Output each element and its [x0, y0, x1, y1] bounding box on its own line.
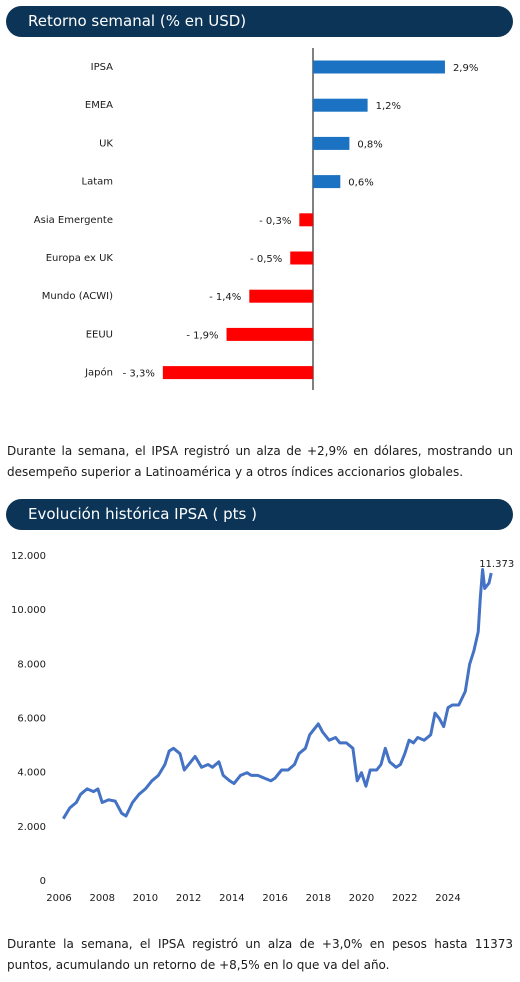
y-tick-label: 6.000: [17, 714, 46, 725]
value-label: 2,9%: [453, 63, 478, 74]
bar: [162, 366, 313, 380]
x-tick-label: 2016: [262, 893, 287, 904]
category-label: UK: [99, 138, 113, 149]
x-tick-label: 2022: [392, 893, 417, 904]
bar: [313, 175, 341, 189]
section-header: Evolución histórica IPSA ( pts ): [6, 499, 513, 530]
series-line: [62, 568, 493, 820]
x-tick-label: 2012: [176, 893, 201, 904]
y-tick-label: 10.000: [11, 605, 46, 616]
value-label: - 1,9%: [186, 330, 218, 341]
category-label: IPSA: [91, 62, 114, 73]
category-label: Latam: [82, 177, 114, 188]
y-tick-label: 2.000: [17, 822, 46, 833]
bar: [226, 327, 313, 341]
section-header: Retorno semanal (% en USD): [6, 6, 513, 37]
y-tick-label: 8.000: [17, 659, 46, 670]
x-tick-label: 2018: [306, 893, 331, 904]
bar: [249, 289, 313, 303]
value-label: - 0,3%: [259, 216, 291, 227]
y-tick-label: 0: [40, 876, 46, 887]
x-tick-label: 2010: [133, 893, 158, 904]
value-label: - 3,3%: [123, 369, 155, 380]
category-label: Japón: [84, 367, 113, 379]
x-tick-label: 2006: [46, 893, 71, 904]
value-label: 1,2%: [376, 101, 401, 112]
value-label: 0,8%: [357, 139, 382, 150]
value-label: - 0,5%: [250, 254, 282, 265]
bar: [313, 60, 445, 74]
bar: [313, 98, 368, 112]
category-label: EMEA: [85, 100, 113, 111]
x-tick-label: 2020: [349, 893, 374, 904]
bar: [290, 251, 313, 265]
commentary: Durante la semana, el IPSA registró un a…: [7, 444, 513, 479]
value-label: - 1,4%: [209, 292, 241, 303]
x-tick-label: 2014: [219, 893, 244, 904]
value-label: 0,6%: [348, 178, 373, 189]
annotation: 11.373: [479, 559, 514, 570]
y-tick-label: 12.000: [11, 551, 46, 562]
x-tick-label: 2008: [89, 893, 114, 904]
category-label: Mundo (ACWI): [42, 291, 113, 302]
category-label: Europa ex UK: [46, 253, 114, 264]
commentary: Durante la semana, el IPSA registró un a…: [7, 937, 513, 972]
bar-chart: IPSA 2,9% EMEA 1,2% UK 0,8% Latam 0,6% Asia Emer…: [34, 48, 478, 390]
x-tick-label: 2024: [435, 893, 460, 904]
y-tick-label: 4.000: [17, 768, 46, 779]
category-label: EEUU: [86, 329, 113, 340]
line-chart: 0 2.000 4.000 6.000 8.000 10.000 12.000 2006 200…: [11, 551, 514, 904]
bar: [299, 213, 313, 227]
category-label: Asia Emergente: [34, 215, 113, 226]
bar: [313, 136, 350, 150]
